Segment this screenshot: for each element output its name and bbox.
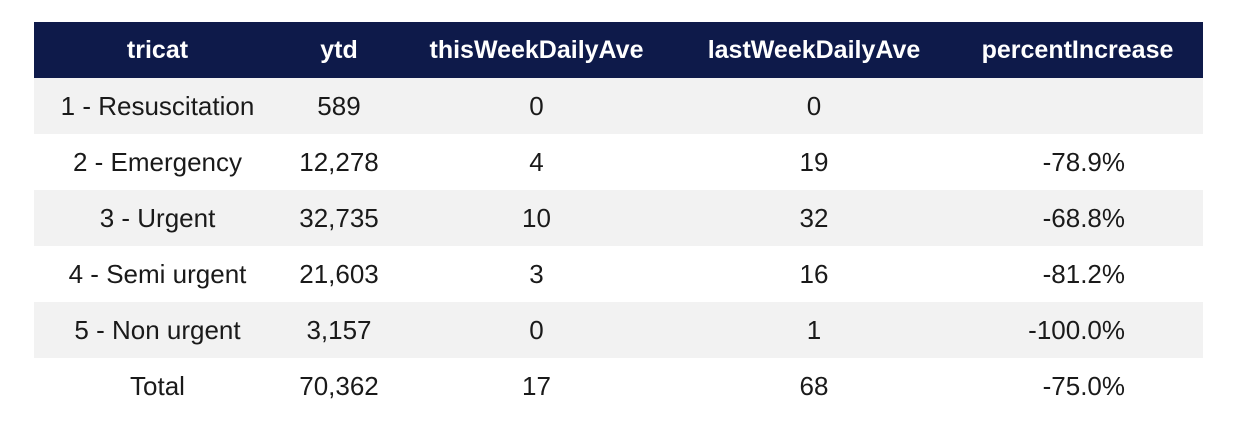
cell-this-week-daily-ave: 17	[522, 370, 551, 401]
table-row: 5 - Non urgent 3,157 0 1 -100.0%	[34, 302, 1203, 358]
cell-last-week-daily-ave: 16	[799, 258, 829, 289]
total-row: Total 70,362 17 68 -75.0%	[34, 358, 1203, 414]
cell-tricat: 1 - Resuscitation	[60, 90, 255, 121]
cell-ytd: 12,278	[299, 146, 379, 177]
cell-last-week-daily-ave: 1	[806, 314, 822, 345]
data-table-container: tricat ytd thisWeekDailyAve lastWeekDail…	[34, 22, 1203, 414]
table-row: 4 - Semi urgent 21,603 3 16 -81.2%	[34, 246, 1203, 302]
header-this-week-daily-ave: thisWeekDailyAve	[397, 22, 676, 78]
header-tricat: tricat	[34, 22, 281, 78]
header-last-week-daily-ave: lastWeekDailyAve	[676, 22, 952, 78]
cell-percent-increase: -75.0%	[1042, 370, 1125, 401]
table-header: tricat ytd thisWeekDailyAve lastWeekDail…	[34, 22, 1203, 78]
cell-this-week-daily-ave: 3	[529, 258, 544, 289]
cell-this-week-daily-ave: 0	[529, 90, 544, 121]
cell-this-week-daily-ave: 0	[529, 314, 544, 345]
cell-ytd: 3,157	[306, 314, 372, 345]
cell-ytd: 589	[317, 90, 361, 121]
header-percent-increase: percentIncrease	[952, 22, 1203, 78]
cell-percent-increase: -78.9%	[1042, 146, 1125, 177]
cell-ytd: 70,362	[299, 370, 379, 401]
cell-tricat: 2 - Emergency	[72, 146, 243, 177]
table-row: 3 - Urgent 32,735 10 32 -68.8%	[34, 190, 1203, 246]
cell-this-week-daily-ave: 10	[522, 202, 551, 233]
table-row: 1 - Resuscitation 589 0 0	[34, 78, 1203, 134]
cell-last-week-daily-ave: 19	[799, 146, 829, 177]
cell-tricat: Total	[130, 370, 185, 401]
cell-percent-increase: -81.2%	[1042, 258, 1125, 289]
cell-ytd: 21,603	[299, 258, 379, 289]
cell-this-week-daily-ave: 4	[529, 146, 544, 177]
cell-last-week-daily-ave: 0	[806, 90, 822, 121]
cell-tricat: 5 - Non urgent	[74, 314, 241, 345]
cell-percent-increase: -68.8%	[1042, 202, 1125, 233]
cell-tricat: 3 - Urgent	[99, 202, 216, 233]
table-row: 2 - Emergency 12,278 4 19 -78.9%	[34, 134, 1203, 190]
cell-last-week-daily-ave: 68	[799, 370, 829, 401]
cell-percent-increase: -100.0%	[1028, 314, 1125, 345]
cell-ytd: 32,735	[299, 202, 379, 233]
data-table: tricat ytd thisWeekDailyAve lastWeekDail…	[34, 22, 1203, 414]
header-row: tricat ytd thisWeekDailyAve lastWeekDail…	[34, 22, 1203, 78]
cell-tricat: 4 - Semi urgent	[68, 258, 247, 289]
table-body: 1 - Resuscitation 589 0 0 2 - Emergency …	[34, 78, 1203, 414]
cell-percent-increase	[952, 78, 1203, 134]
cell-last-week-daily-ave: 32	[799, 202, 829, 233]
header-ytd: ytd	[281, 22, 397, 78]
